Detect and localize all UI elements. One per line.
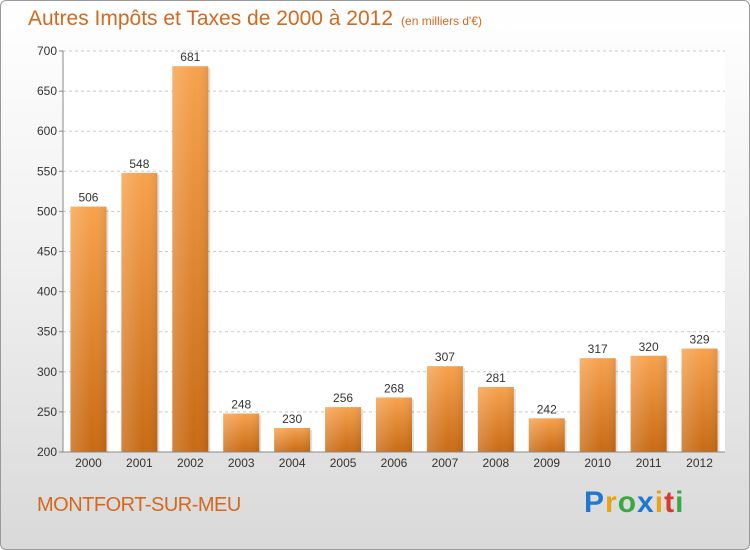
logo-letter: t — [664, 486, 676, 519]
y-tick-label: 350 — [37, 325, 57, 339]
chart-unit: (en milliers d'€) — [401, 14, 483, 28]
bar-highlight — [172, 66, 209, 452]
bar-value-label: 256 — [333, 391, 353, 405]
bar-value-label: 307 — [435, 350, 455, 364]
bar-value-label: 681 — [180, 50, 200, 64]
bar-highlight — [274, 427, 311, 452]
x-tick-label: 2000 — [75, 456, 102, 470]
bar-value-label: 268 — [384, 381, 404, 395]
commune-name: MONTFORT-SUR-MEU — [37, 494, 241, 516]
logo-letter: P — [584, 486, 606, 519]
bar-highlight — [121, 172, 158, 453]
bar-highlight — [70, 206, 107, 452]
bar-highlight — [579, 358, 616, 452]
logo-letter: o — [617, 486, 638, 519]
y-tick-label: 650 — [37, 84, 57, 98]
bars: 506 548 681 248 230 256 268 307 281 242 317 320 329 — [70, 50, 720, 453]
y-tick-label: 300 — [37, 365, 57, 379]
bar-highlight — [325, 407, 362, 452]
x-tick-label: 2011 — [636, 456, 662, 470]
y-tick-label: 550 — [37, 164, 57, 178]
y-tick-label: 700 — [37, 44, 57, 58]
x-tick-label: 2003 — [228, 456, 255, 470]
bar-highlight — [528, 418, 565, 452]
bar-highlight — [477, 387, 514, 452]
proxiti-logo: Proxiti — [584, 486, 684, 520]
logo-letter: i — [654, 486, 665, 519]
bar-highlight — [223, 413, 260, 452]
logo-letter: i — [675, 486, 685, 519]
x-tick-label: 2008 — [482, 456, 509, 470]
logo-letter: x — [637, 486, 655, 519]
x-tick-label: 2006 — [381, 456, 408, 470]
bar-value-label: 242 — [537, 402, 557, 416]
y-tick-label: 250 — [37, 405, 57, 419]
y-tick-label: 400 — [37, 285, 57, 299]
bar-highlight — [681, 348, 718, 452]
logo-letter: r — [605, 486, 618, 519]
y-tick-label: 200 — [37, 445, 57, 459]
bar-value-label: 329 — [690, 333, 710, 347]
x-axis: 2000 2001 2002 2003 2004 2005 2006 2007 2008 2009… — [63, 451, 725, 470]
bar-value-label: 548 — [129, 157, 149, 171]
chart-title-text: Autres Impôts et Taxes de 2000 à 2012 — [28, 7, 394, 30]
chart-title: Autres Impôts et Taxes de 2000 à 2012 (en… — [28, 7, 482, 31]
bar-highlight — [376, 397, 412, 452]
bar-value-label: 317 — [588, 342, 608, 356]
y-tick-label: 450 — [37, 245, 57, 259]
x-tick-label: 2007 — [432, 456, 459, 470]
x-tick-label: 2012 — [686, 456, 713, 470]
y-tick-label: 500 — [37, 204, 57, 218]
x-tick-label: 2002 — [177, 456, 204, 470]
bar-highlight — [630, 355, 667, 452]
bar-value-label: 281 — [486, 371, 506, 385]
y-axis: 200 250 300 350 400 450 500 550 600 650 700 — [37, 44, 64, 459]
x-tick-label: 2004 — [279, 456, 306, 470]
x-tick-label: 2005 — [330, 456, 357, 470]
x-tick-label: 2009 — [533, 456, 560, 470]
bar-value-label: 320 — [639, 340, 659, 354]
x-tick-label: 2010 — [584, 456, 611, 470]
bar-highlight — [426, 366, 463, 452]
y-tick-label: 600 — [37, 124, 57, 138]
x-tick-label: 2001 — [126, 456, 153, 470]
bar-value-label: 248 — [231, 398, 251, 412]
bar-value-label: 230 — [282, 412, 302, 426]
bar-value-label: 506 — [78, 191, 98, 205]
